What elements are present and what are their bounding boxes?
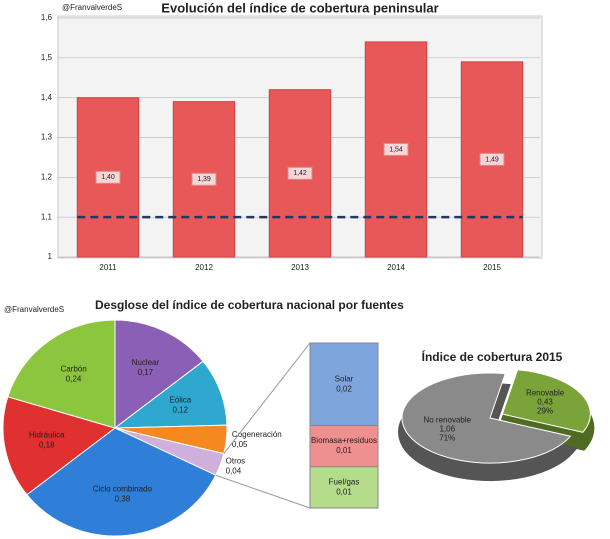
pie-slice [7, 319, 116, 429]
pie-slice [401, 372, 572, 464]
slice-percent: 71% [439, 434, 455, 443]
slice-value: 1,06 [439, 425, 455, 434]
slice-label: Otros [226, 457, 246, 466]
slice-value: 0,05 [232, 440, 248, 449]
slice-label: Eólica [169, 395, 191, 404]
y-tick-label: 1,1 [41, 212, 53, 221]
breakdown-value: 0,01 [336, 487, 352, 496]
slice-value: 0,43 [537, 398, 553, 407]
slice-label: Hidráulica [29, 431, 65, 440]
breakdown-bar [309, 342, 379, 426]
breakdown-bar [309, 425, 379, 468]
y-tick-label: 1,2 [41, 172, 53, 181]
slice-percent: 29% [537, 407, 553, 416]
slice-label: Renovable [526, 389, 565, 398]
breakdown-bar [309, 466, 379, 509]
y-tick-label: 1 [48, 252, 53, 261]
breakdown-label: Solar [335, 374, 354, 383]
y-tick-label: 1,3 [41, 133, 53, 142]
slice-value: 0,17 [138, 368, 154, 377]
x-tick-label: 2011 [99, 263, 117, 272]
value-label-box [479, 152, 505, 166]
chart-title: Índice de cobertura 2015 [422, 349, 563, 364]
pie-slice [2, 396, 117, 496]
x-tick-label: 2015 [483, 263, 501, 272]
value-label: 1,42 [293, 170, 307, 177]
slice-value: 0,18 [39, 441, 55, 450]
x-tick-label: 2012 [195, 263, 213, 272]
slice-label: Ciclo combinado [93, 485, 153, 494]
value-label-box [191, 172, 217, 186]
credit: @FranvalverdeS [62, 3, 122, 12]
slice-label: No renovable [423, 416, 471, 425]
y-tick-label: 1,4 [41, 93, 53, 102]
breakdown-value: 0,02 [336, 384, 352, 393]
slice-label: Nuclear [132, 358, 160, 367]
slice-label: Carbón [60, 364, 86, 373]
x-tick-label: 2014 [387, 263, 405, 272]
y-tick-label: 1,5 [41, 53, 53, 62]
connector [223, 342, 311, 454]
breakdown-value: 0,01 [336, 446, 352, 455]
breakdown-label: Fuel/gas [329, 477, 360, 486]
pie-slice [26, 427, 217, 537]
value-label-box [383, 142, 409, 156]
value-label: 1,40 [101, 174, 115, 181]
value-label-box [95, 170, 121, 184]
slice-value: 0,04 [226, 467, 242, 476]
pie-slice [113, 360, 228, 429]
y-tick-label: 1,6 [41, 13, 53, 22]
pie-slice [501, 369, 591, 433]
chart-title: Desglose del índice de cobertura naciona… [95, 298, 404, 312]
slice-value: 0,38 [115, 495, 131, 504]
pie-slice [114, 319, 204, 430]
value-label: 1,39 [197, 176, 211, 183]
x-tick-label: 2013 [291, 263, 309, 272]
value-label: 1,54 [389, 146, 403, 153]
value-label-box [287, 166, 313, 180]
connector [215, 474, 311, 509]
value-label: 1,49 [485, 156, 499, 163]
slice-value: 0,24 [66, 374, 82, 383]
breakdown-label: Biomasa+residuos [311, 436, 377, 445]
chart-title: Evolución del índice de cobertura penins… [161, 0, 438, 15]
credit: @FranvalverdeS [4, 305, 64, 314]
slice-value: 0,12 [173, 405, 189, 414]
slice-label: Cogeneración [232, 430, 282, 439]
